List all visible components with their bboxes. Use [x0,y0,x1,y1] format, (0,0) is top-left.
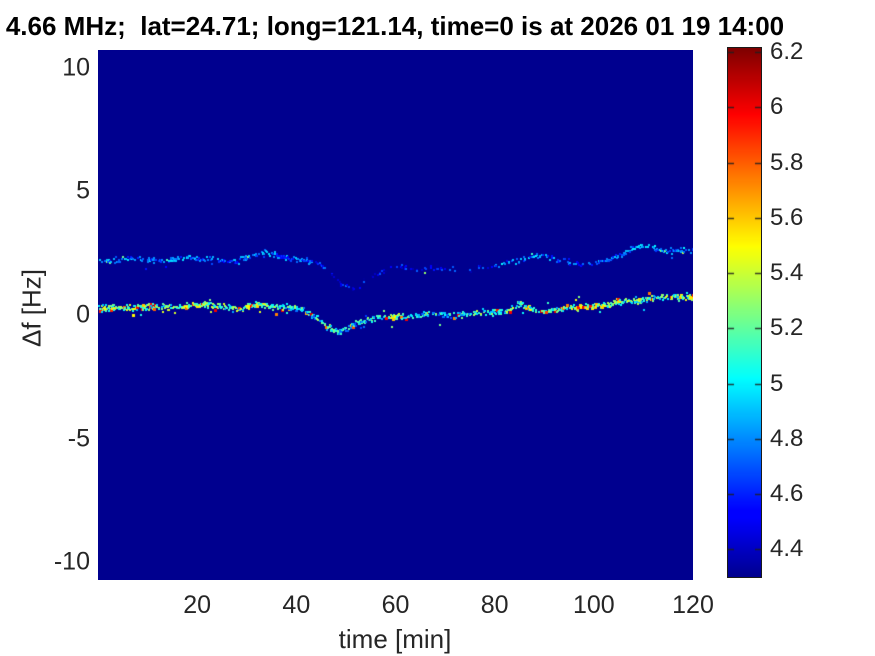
y-tick-label: 0 [76,300,90,329]
x-tick-label: 40 [282,591,311,619]
colorbar-tick-label: 5.2 [770,314,804,342]
colorbar-tick-label: 5.8 [770,148,804,176]
x-tick-label: 80 [480,591,509,619]
colorbar-tick-label: 4.4 [770,535,804,563]
x-tick-label: 20 [183,591,212,619]
x-axis-label: time [min] [338,624,452,654]
colorbar-tick-label: 4.8 [770,424,804,452]
y-tick-label: 10 [62,53,90,82]
chart-title: 4.66 MHz; lat=24.71; long=121.14, time=0… [5,11,785,41]
y-tick-label: -10 [53,547,90,576]
heatmap-canvas[interactable] [98,50,693,580]
colorbar-gradient [728,48,761,577]
colorbar-tick-label: 5.4 [770,259,804,287]
y-tick-label: -5 [67,424,90,453]
y-axis-label: Δf [Hz] [16,268,47,348]
colorbar-tick-label: 5.6 [770,203,804,231]
x-tick-label: 60 [381,591,410,619]
x-tick-label: 100 [572,591,615,619]
colorbar-tick-label: 5 [770,369,784,397]
colorbar-tick-label: 4.6 [770,480,804,508]
colorbar [727,47,762,578]
y-tick-label: 5 [76,176,90,205]
x-tick-label: 120 [672,591,714,619]
colorbar-tick-label: 6 [770,93,784,121]
colorbar-tick-label: 6.2 [770,38,804,66]
